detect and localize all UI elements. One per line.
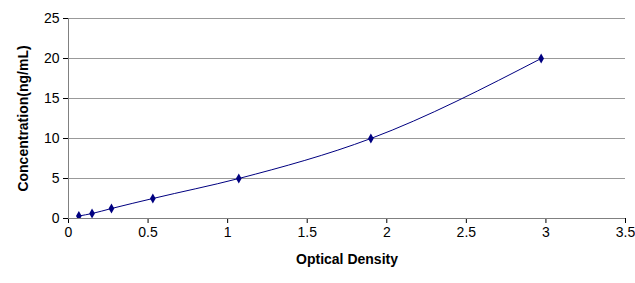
svg-text:3: 3: [542, 224, 550, 240]
svg-text:1: 1: [224, 224, 232, 240]
svg-text:2.5: 2.5: [457, 224, 477, 240]
svg-text:1.5: 1.5: [297, 224, 317, 240]
svg-text:0: 0: [65, 224, 73, 240]
svg-text:20: 20: [44, 50, 60, 66]
svg-text:0: 0: [52, 210, 60, 226]
svg-text:10: 10: [44, 130, 60, 146]
svg-text:Concentration(ng/mL): Concentration(ng/mL): [15, 45, 31, 191]
svg-text:15: 15: [44, 90, 60, 106]
svg-text:3.5: 3.5: [616, 224, 635, 240]
svg-text:Optical Density: Optical Density: [296, 251, 398, 267]
svg-text:2: 2: [383, 224, 391, 240]
svg-text:25: 25: [44, 10, 60, 26]
svg-text:0.5: 0.5: [138, 224, 158, 240]
svg-text:5: 5: [52, 170, 60, 186]
